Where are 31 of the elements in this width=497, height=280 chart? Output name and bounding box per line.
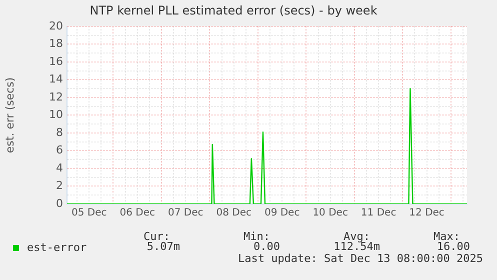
y-tick-label: 10 (49, 108, 63, 122)
y-tick-label: 12 (49, 90, 63, 104)
y-axis-title: est. err (secs) (3, 77, 16, 154)
legend-label: est-error (27, 241, 87, 254)
text: Max: (434, 230, 460, 243)
y-tick-label: 8 (56, 126, 63, 139)
y-tick-label: 20 (49, 19, 63, 32)
chart-title: NTP kernel PLL estimated error (secs) - by week (90, 3, 378, 18)
x-tick-label: 05 Dec (71, 208, 107, 219)
text: 112.54m (334, 240, 380, 253)
y-tick-label: 14 (49, 72, 63, 86)
x-tick-label: 06 Dec (120, 208, 155, 219)
text: 5.07m (146, 240, 180, 253)
y-tick-label: 4 (56, 161, 63, 174)
y-tick-label: 6 (56, 144, 63, 157)
x-tick-label: 10 Dec (312, 208, 348, 219)
text: Cur: (144, 230, 170, 243)
x-tick-label: 08 Dec (216, 208, 252, 219)
y-tick-label: 18 (49, 37, 63, 50)
y-tick-label: 0 (56, 196, 63, 210)
x-tick-label: 09 Dec (264, 208, 300, 219)
text: 16.00 (436, 240, 470, 253)
x-tick-label: 11 Dec (360, 208, 396, 219)
y-tick-label: 2 (56, 179, 63, 192)
text: Avg: (344, 230, 370, 243)
text: Last update: Sat Dec 13 08:00:00 2025 (238, 252, 483, 265)
y-tick-label: 16 (49, 54, 63, 68)
text: 0.00 (254, 240, 280, 253)
x-tick-label: 12 Dec (409, 208, 444, 219)
text: Min: (244, 230, 270, 243)
x-tick-label: 07 Dec (168, 208, 204, 219)
